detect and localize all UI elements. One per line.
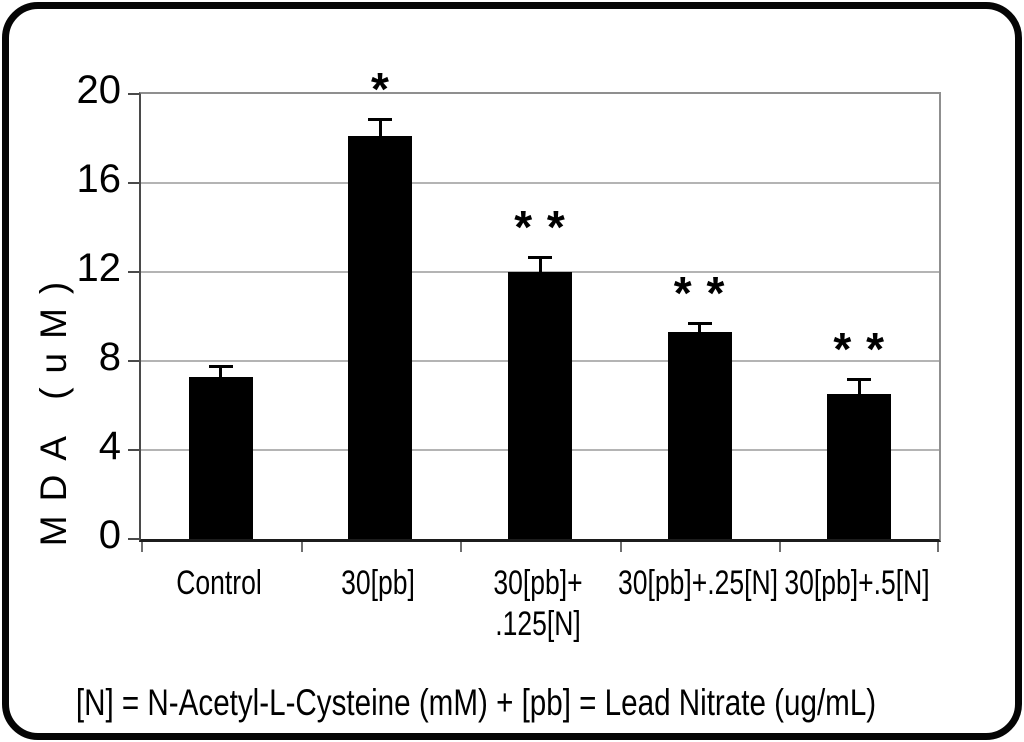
x-tick-label-3: 30[pb]+ .125[N]	[493, 563, 582, 645]
error-bar-2	[378, 118, 382, 139]
x-tick-label-line: .125[N]	[495, 605, 581, 643]
error-bar-cap-3	[528, 256, 552, 260]
x-tick-4	[779, 542, 782, 552]
error-bar-cap-1	[208, 365, 233, 369]
x-tick-label-line: 30[pb]+	[493, 564, 583, 602]
x-tick-label-1: Control	[176, 563, 261, 604]
y-tick-4	[128, 449, 139, 451]
x-tick-5	[937, 542, 939, 552]
y-tick-label-4: 4	[98, 424, 121, 468]
error-bar-cap-2	[368, 118, 393, 122]
figure-caption: [N] = N-Acetyl-L-Cysteine (mM) + [pb] = …	[75, 682, 877, 723]
bar-2	[348, 136, 413, 539]
x-tick-3	[619, 542, 622, 552]
x-tick-label-4: 30[pb]+.25[N]	[618, 563, 778, 604]
x-tick-1	[300, 542, 303, 552]
x-tick-label-line: 30[pb]+.25[N]	[617, 564, 778, 602]
y-tick-label-20: 20	[76, 68, 122, 112]
error-bar-cap-4	[687, 322, 712, 326]
y-tick-8	[128, 360, 139, 362]
x-tick-label-5: 30[pb]+.5[N]	[785, 563, 930, 604]
y-tick-12	[128, 271, 139, 273]
bar-5	[827, 394, 892, 539]
error-bar-1	[219, 365, 223, 379]
x-tick-label-2: 30[pb]	[342, 563, 416, 604]
y-tick-0	[128, 538, 139, 540]
y-tick-label-0: 0	[98, 513, 121, 557]
significance-marker-5: * *	[833, 322, 885, 375]
y-tick-label-12: 12	[76, 246, 122, 290]
y-tick-20	[128, 93, 139, 95]
gridline-y-16	[141, 182, 939, 184]
y-tick-16	[128, 182, 139, 184]
error-bar-cap-5	[847, 377, 872, 381]
y-axis-title: MDA (uM)	[33, 267, 74, 547]
plot-area: * * * * * * *	[128, 66, 941, 552]
error-bar-3	[538, 256, 542, 274]
x-tick-label-line: 30[pb]	[341, 564, 416, 602]
significance-marker-3: * *	[514, 201, 566, 254]
error-bar-4	[698, 322, 702, 335]
significance-marker-2: *	[370, 63, 390, 116]
x-tick-0	[141, 542, 143, 552]
bar-1	[188, 376, 253, 539]
bar-3	[508, 272, 572, 539]
error-bar-5	[857, 377, 861, 397]
y-tick-label-16: 16	[76, 157, 122, 201]
bar-4	[667, 332, 732, 539]
x-tick-2	[460, 542, 463, 552]
y-tick-label-8: 8	[98, 335, 121, 379]
significance-marker-4: * *	[673, 267, 726, 320]
x-tick-label-line: Control	[176, 564, 262, 602]
x-tick-label-line: 30[pb]+.5[N]	[784, 564, 930, 602]
